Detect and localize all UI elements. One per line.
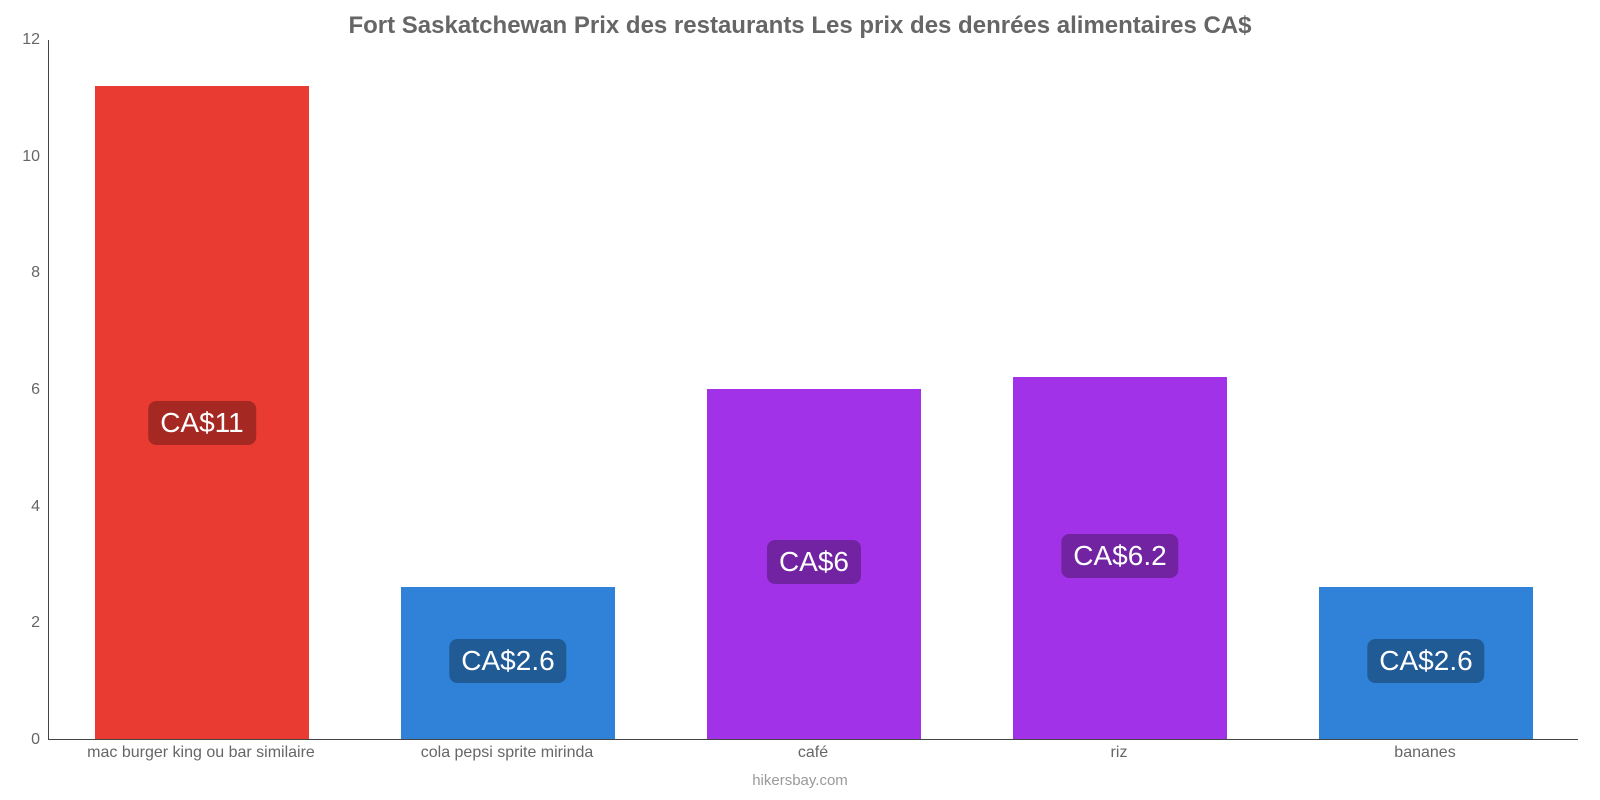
chart-title: Fort Saskatchewan Prix des restaurants L… xyxy=(0,12,1600,40)
bar-value-label: CA$6.2 xyxy=(1061,534,1178,578)
x-tick-label: mac burger king ou bar similaire xyxy=(87,744,315,762)
y-tick-label: 8 xyxy=(31,264,40,282)
bar-slot: CA$6.2 xyxy=(1013,40,1227,739)
plot-area: CA$11 CA$2.6 CA$6 CA$6.2 CA$2.6 xyxy=(48,40,1578,740)
bar-slot: CA$2.6 xyxy=(1319,40,1533,739)
y-tick-label: 2 xyxy=(31,614,40,632)
bar-slot: CA$11 xyxy=(95,40,309,739)
price-bar-chart: Fort Saskatchewan Prix des restaurants L… xyxy=(0,0,1600,800)
y-tick-label: 0 xyxy=(31,731,40,749)
y-tick-label: 4 xyxy=(31,498,40,516)
bar-value-label: CA$2.6 xyxy=(1367,639,1484,683)
bar-slot: CA$2.6 xyxy=(401,40,615,739)
y-tick-label: 6 xyxy=(31,381,40,399)
bar-value-label: CA$6 xyxy=(767,540,861,584)
chart-footer: hikersbay.com xyxy=(0,772,1600,789)
bar-slot: CA$6 xyxy=(707,40,921,739)
bar-value-label: CA$2.6 xyxy=(449,639,566,683)
bar-value-label: CA$11 xyxy=(148,401,256,445)
y-tick-label: 10 xyxy=(22,148,40,166)
y-tick-label: 12 xyxy=(22,31,40,49)
x-tick-label: bananes xyxy=(1394,744,1455,762)
x-tick-label: cola pepsi sprite mirinda xyxy=(421,744,594,762)
x-tick-label: café xyxy=(798,744,828,762)
plot-inner: CA$11 CA$2.6 CA$6 CA$6.2 CA$2.6 xyxy=(49,40,1578,739)
x-tick-label: riz xyxy=(1111,744,1128,762)
